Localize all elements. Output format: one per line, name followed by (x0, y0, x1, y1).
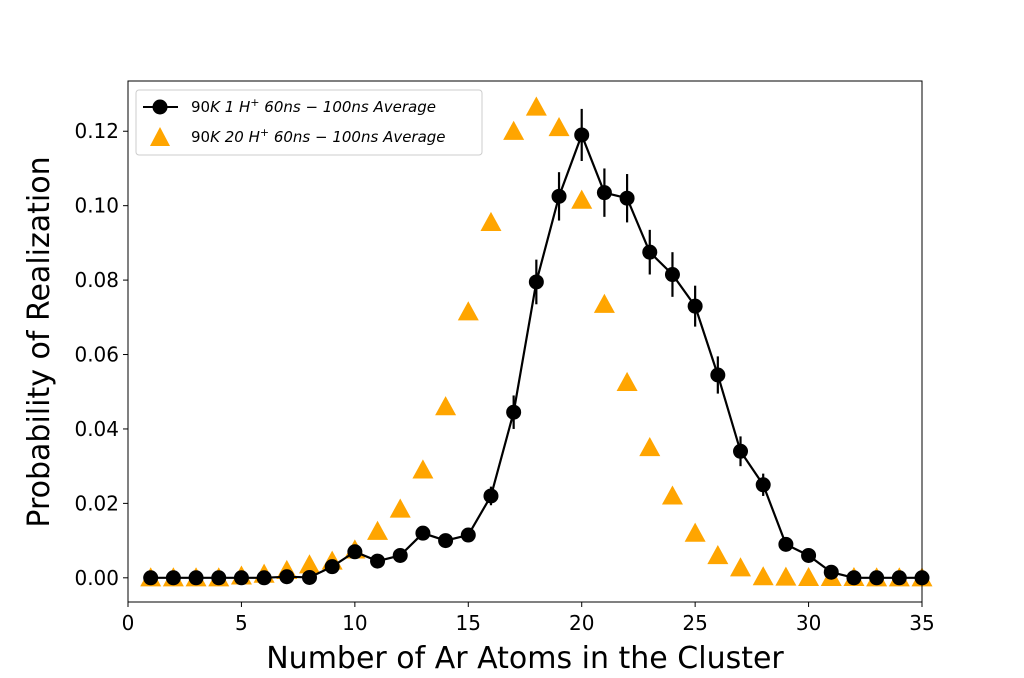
circle-point (483, 488, 499, 504)
circle-point (869, 570, 885, 586)
legend-frame (135, 89, 483, 156)
circle-point (891, 570, 907, 586)
circle-point (415, 525, 431, 541)
triangle-point (298, 554, 320, 574)
circle-point (823, 564, 839, 580)
circle-point (347, 544, 363, 560)
y-tick-label: 0.00 (74, 566, 119, 590)
y-tick-label: 0.10 (74, 194, 119, 218)
circle-point (619, 190, 635, 206)
circle-point (188, 570, 204, 586)
circle-point (460, 527, 476, 543)
x-tick-label: 0 (122, 611, 135, 635)
triangle-point (457, 301, 479, 321)
x-tick-label: 25 (682, 611, 707, 635)
circle-point (846, 570, 862, 586)
circle-point (528, 274, 544, 290)
triangle-point (752, 566, 774, 586)
circle-point (143, 570, 159, 586)
circle-point (733, 443, 749, 459)
circle-point (438, 533, 454, 549)
x-tick-label: 5 (235, 611, 248, 635)
triangle-point (435, 396, 457, 416)
y-tick-label: 0.12 (74, 119, 119, 143)
triangle-point (412, 459, 434, 479)
triangle-point (684, 522, 706, 542)
y-tick-label: 0.02 (74, 491, 119, 515)
circle-point (642, 244, 658, 260)
x-axis-title: Number of Ar Atoms in the Cluster (266, 641, 784, 676)
triangle-point (730, 557, 752, 577)
y-tick-label: 0.04 (74, 417, 119, 441)
x-tick-label: 15 (456, 611, 481, 635)
circle-point (574, 127, 590, 143)
y-tick-label: 0.06 (74, 343, 119, 367)
triangle-point (616, 371, 638, 392)
legend-label-series-1: 90K 1 H+ 60ns − 100ns Average (191, 96, 436, 116)
triangle-point (503, 120, 525, 140)
legend-marker-series-1 (152, 99, 168, 115)
circle-point (324, 559, 340, 575)
axis-ticks: 0 5 10 15 20 25 30 35 0.00 0.02 0.04 0.06 0.08 0.10 0.… (74, 119, 934, 635)
triangle-point (661, 485, 683, 505)
circle-point (801, 547, 817, 563)
legend-marker-series-2 (150, 127, 170, 146)
legend: 90K 1 H+ 60ns − 100ns Average 90K 20 H+ … (135, 89, 483, 156)
triangle-point (389, 498, 411, 518)
triangle-point (798, 566, 820, 587)
circle-point (279, 569, 295, 585)
circle-point (301, 569, 317, 585)
circle-point (392, 547, 408, 563)
legend-label-series-2: 90K 20 H+ 60ns − 100ns Average (191, 126, 446, 146)
triangle-point (548, 117, 570, 137)
circle-point (551, 188, 567, 204)
y-axis-title: Probability of Realization (22, 156, 57, 527)
x-tick-label: 35 (909, 611, 934, 635)
y-tick-label: 0.08 (74, 268, 119, 292)
triangle-point (525, 96, 547, 116)
triangle-point (367, 520, 389, 540)
circle-point (211, 570, 227, 586)
axes-frame (127, 80, 923, 603)
triangle-point (593, 293, 615, 313)
x-tick-label: 30 (796, 611, 821, 635)
x-tick-label: 20 (569, 611, 594, 635)
triangle-point (480, 211, 502, 232)
triangle-point (571, 189, 593, 209)
circle-point (506, 404, 522, 420)
circle-point (664, 267, 680, 283)
circle-point (755, 477, 771, 493)
triangle-point (775, 566, 797, 586)
circle-point (778, 536, 794, 552)
plot-area (140, 96, 933, 587)
circle-point (256, 570, 272, 586)
circle-point (596, 185, 612, 201)
circle-point (370, 553, 386, 569)
triangle-point (707, 544, 729, 565)
circle-point (233, 570, 249, 586)
circle-point (710, 367, 726, 383)
circle-point (165, 570, 181, 586)
triangle-point (639, 437, 661, 457)
x-tick-label: 10 (342, 611, 367, 635)
circle-point (687, 298, 703, 314)
